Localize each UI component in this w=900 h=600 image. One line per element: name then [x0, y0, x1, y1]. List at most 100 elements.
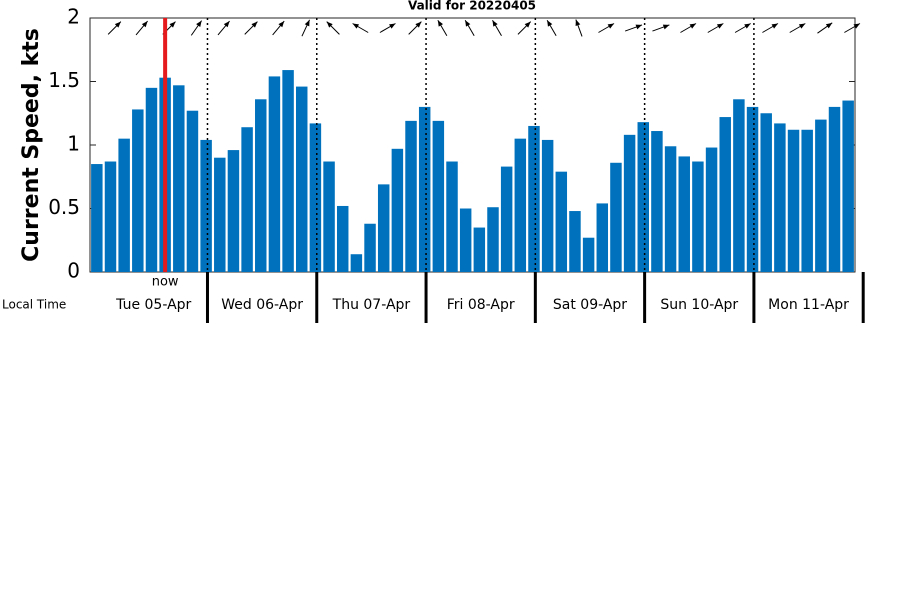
- x-axis-label: Local Time: [2, 298, 66, 312]
- bar: [623, 134, 636, 272]
- bar: [268, 76, 281, 272]
- bar: [596, 203, 609, 272]
- bar: [350, 254, 363, 272]
- direction-arrow: [546, 19, 557, 37]
- direction-arrow: [789, 23, 806, 33]
- bar: [719, 117, 731, 272]
- bar: [473, 227, 486, 272]
- bar: [227, 150, 240, 272]
- y-tick-label: 0: [67, 259, 80, 283]
- arrow-part: [169, 21, 176, 28]
- direction-arrow: [272, 20, 285, 36]
- bar: [282, 70, 294, 272]
- bar: [651, 131, 663, 272]
- bar: [528, 125, 540, 272]
- bar: [391, 148, 404, 272]
- bar: [582, 237, 595, 272]
- day-label: Tue 05-Apr: [115, 297, 191, 313]
- bar: [255, 99, 267, 272]
- arrow-part: [278, 21, 285, 28]
- direction-arrow: [575, 19, 583, 37]
- bar: [91, 164, 103, 272]
- arrow-part: [326, 21, 333, 28]
- bar: [541, 139, 554, 272]
- bar: [828, 106, 841, 273]
- direction-arrow: [408, 21, 422, 35]
- bar: [569, 211, 581, 272]
- bar: [692, 161, 704, 272]
- bar: [678, 156, 690, 272]
- bar: [500, 166, 513, 272]
- direction-arrow: [844, 23, 861, 33]
- bar: [733, 99, 745, 272]
- direction-arrow: [734, 23, 751, 33]
- arrow-part: [607, 23, 615, 29]
- arrow-part: [304, 19, 310, 27]
- direction-arrow: [624, 24, 643, 32]
- bar: [610, 162, 622, 272]
- bar: [787, 129, 800, 272]
- bar: [705, 147, 718, 272]
- direction-arrow: [244, 21, 258, 35]
- bar: [418, 106, 431, 273]
- bar: [405, 120, 417, 273]
- bar: [336, 205, 349, 272]
- direction-arrow: [135, 20, 148, 36]
- bar: [446, 161, 458, 272]
- bar: [637, 122, 649, 272]
- bar: [842, 100, 854, 272]
- direction-arrow: [107, 21, 122, 35]
- arrow-part: [251, 21, 258, 28]
- arrow-part: [547, 20, 553, 27]
- direction-arrow: [517, 21, 532, 35]
- day-label: Thu 07-Apr: [332, 297, 411, 313]
- direction-arrow: [817, 22, 833, 34]
- bar: [214, 157, 226, 272]
- day-label: Sun 10-Apr: [660, 297, 738, 313]
- arrow-part: [635, 24, 643, 30]
- direction-arrow: [762, 23, 779, 33]
- y-tick-label: 2: [67, 5, 80, 29]
- y-tick-label: 1.5: [48, 68, 80, 92]
- direction-arrow: [492, 19, 502, 37]
- arrow-part: [389, 23, 396, 29]
- arrow-part: [662, 24, 670, 30]
- arrow-part: [352, 23, 360, 29]
- direction-arrow: [301, 19, 310, 37]
- direction-arrow: [326, 21, 340, 35]
- direction-arrow: [437, 19, 448, 37]
- arrow-part: [689, 23, 697, 29]
- y-axis-label: Current Speed, kts: [19, 28, 44, 262]
- bar: [459, 208, 472, 272]
- day-label: Fri 08-Apr: [447, 297, 515, 313]
- arrow-part: [524, 21, 531, 28]
- bar: [173, 85, 185, 272]
- direction-arrow: [379, 23, 396, 33]
- bar: [760, 113, 772, 272]
- bar: [801, 129, 813, 272]
- bar: [309, 123, 322, 272]
- direction-arrow: [190, 20, 203, 36]
- bar: [296, 86, 308, 272]
- arrow-part: [141, 21, 148, 28]
- arrow-part: [825, 22, 833, 29]
- bar: [186, 110, 199, 273]
- bar: [555, 171, 568, 272]
- bar: [432, 120, 445, 273]
- direction-arrow: [352, 23, 369, 33]
- arrow-part: [575, 19, 581, 27]
- bar: [377, 184, 390, 272]
- y-tick-label: 1: [67, 132, 80, 156]
- bar: [815, 119, 827, 272]
- bar: [774, 123, 786, 272]
- arrow-part: [114, 21, 121, 28]
- arrow-part: [437, 20, 444, 27]
- arrow-part: [196, 20, 202, 27]
- arrow-part: [853, 23, 860, 29]
- bar: [118, 138, 130, 272]
- bar: [746, 106, 759, 273]
- day-label: Wed 06-Apr: [221, 297, 303, 313]
- bar: [132, 109, 144, 272]
- chart-title: Valid for 20220405: [408, 0, 536, 13]
